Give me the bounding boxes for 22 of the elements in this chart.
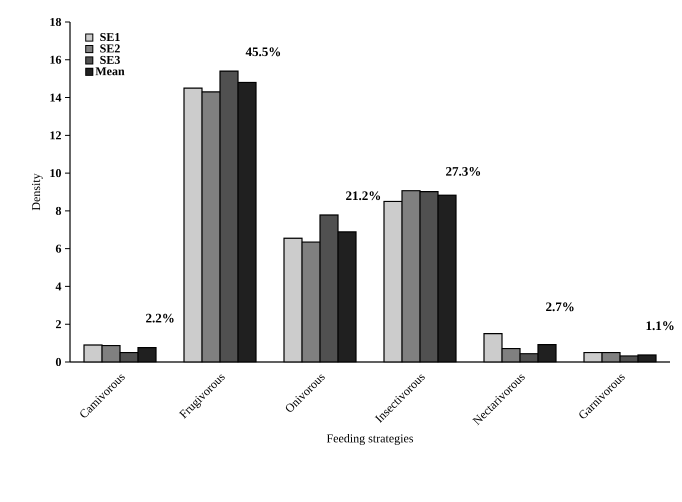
x-axis-title: Feeding strategies [326, 434, 414, 445]
y-tick-label: 2 [56, 320, 61, 328]
legend-label: SE2 [100, 44, 120, 52]
y-tick-label: 0 [56, 358, 62, 366]
legend-label: SE3 [100, 56, 120, 64]
y-tick-label: 10 [50, 169, 62, 178]
annotation: 2.2% [146, 314, 174, 323]
y-tick-label: 6 [56, 244, 62, 253]
annotation: 1.1% [646, 321, 674, 330]
annotation: 45.5% [246, 47, 280, 56]
annotation: 2.7% [546, 302, 574, 312]
y-tick-label: 4 [56, 282, 62, 290]
legend-label: SE1 [100, 32, 120, 42]
y-tick-label: 8 [56, 206, 62, 215]
annotation: 21.2% [346, 191, 380, 200]
legend-label: Mean [96, 67, 124, 76]
y-tick-label: 18 [50, 18, 62, 26]
annotation: 27.3% [446, 166, 480, 176]
y-tick-label: 12 [50, 131, 61, 140]
y-tick-label: 14 [50, 94, 62, 102]
y-axis-title: Density [32, 173, 43, 210]
y-tick-label: 16 [50, 56, 62, 64]
